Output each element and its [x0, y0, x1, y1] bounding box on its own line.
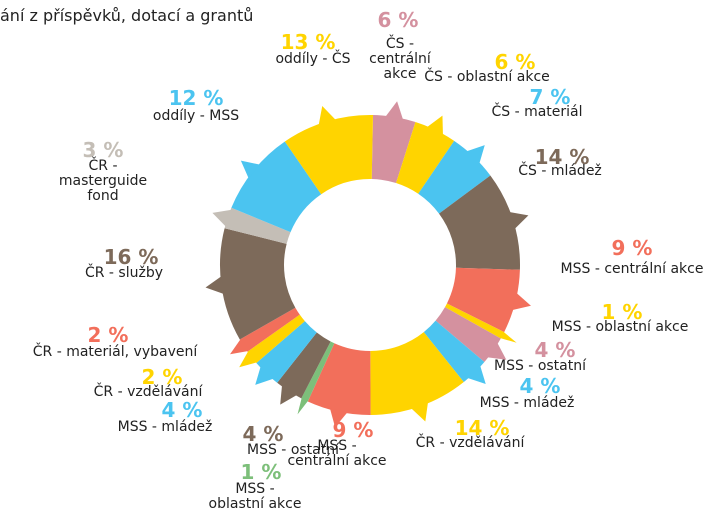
- value-label: 6 %: [494, 50, 536, 74]
- segment: [370, 332, 464, 415]
- category-label: MSS - oblastní akce: [551, 319, 689, 335]
- segment-arrow: [385, 101, 404, 120]
- value-label: 4 %: [534, 338, 576, 362]
- value-label: 4 %: [161, 398, 203, 422]
- category-label: ČR - vzdělávání: [415, 435, 525, 451]
- segment-arrow: [487, 342, 507, 360]
- segment: [396, 122, 455, 194]
- segment-arrow: [467, 365, 486, 385]
- category-label: ČR - vzdělávání: [93, 384, 203, 400]
- segment-arrow: [230, 338, 249, 355]
- value-label: 7 %: [529, 85, 571, 109]
- segment: [301, 341, 335, 402]
- segment: [220, 228, 296, 340]
- value-label: 13 %: [280, 30, 336, 54]
- segment: [418, 140, 491, 214]
- segment-arrow: [212, 209, 232, 227]
- value-label: 2 %: [141, 365, 183, 389]
- value-label: 14 %: [534, 145, 590, 169]
- value-label: 9 %: [611, 236, 653, 260]
- segment: [307, 343, 371, 415]
- segment: [435, 307, 501, 363]
- category-label: MSS - mládež: [479, 395, 575, 411]
- value-label: 4 %: [242, 422, 284, 446]
- category-label: ČS - oblastní akce: [424, 69, 550, 85]
- category-label: MSS - ostatní: [494, 358, 586, 374]
- value-label: 3 %: [82, 138, 124, 162]
- segment-arrow: [205, 276, 224, 294]
- category-label: ČS - materiál: [491, 104, 583, 120]
- chart-title: ání z příspěvků, dotací a grantů: [0, 6, 254, 25]
- category-label: MSS - oblastní akce: [208, 481, 302, 512]
- value-label: 2 %: [87, 323, 129, 347]
- segment: [423, 320, 485, 383]
- category-label: ČR - masterguide fond: [58, 158, 148, 204]
- segment-arrow: [240, 160, 260, 179]
- category-label: oddíly - ČS: [275, 51, 351, 67]
- segment-arrow: [499, 331, 517, 343]
- category-label: ČR - materiál, vybavení: [32, 344, 198, 360]
- segment: [444, 303, 505, 339]
- value-label: 6 %: [377, 8, 419, 32]
- category-label: MSS - mládež: [117, 419, 213, 435]
- segment-arrow: [411, 402, 428, 422]
- segment: [284, 115, 373, 195]
- category-label: oddíly - MSS: [152, 108, 240, 124]
- category-label: MSS - ostatní: [247, 442, 339, 458]
- value-label: 14 %: [454, 416, 510, 440]
- segment: [371, 115, 416, 184]
- segment-arrow: [329, 408, 348, 428]
- segment: [256, 321, 317, 383]
- segment: [224, 207, 291, 244]
- value-label: 4 %: [519, 374, 561, 398]
- segment: [446, 267, 520, 333]
- segment: [231, 141, 322, 233]
- value-label: 1 %: [601, 300, 643, 324]
- value-label: 12 %: [168, 86, 224, 110]
- segment-arrow: [239, 351, 258, 368]
- segment-arrow: [426, 115, 443, 136]
- segment: [247, 314, 305, 363]
- category-label: ČS - centrální akce: [369, 36, 431, 82]
- category-label: ČS - mládež: [518, 163, 602, 179]
- value-label: 9 %: [332, 418, 374, 442]
- value-label: 16 %: [103, 245, 159, 269]
- segment-arrow: [255, 366, 274, 385]
- segment: [439, 175, 520, 270]
- category-label: MSS - centrální akce: [560, 261, 704, 277]
- segment: [277, 332, 331, 399]
- segment-arrow: [509, 211, 529, 230]
- value-label: 1 %: [240, 460, 282, 484]
- segment-arrow: [466, 145, 485, 164]
- category-label: MSS - centrální akce: [287, 438, 387, 469]
- segment-arrow: [280, 385, 298, 405]
- segment-arrow: [318, 106, 336, 126]
- segment: [239, 307, 300, 352]
- segment-arrow: [297, 397, 309, 415]
- segment-arrow: [511, 292, 531, 311]
- category-label: ČR - služby: [84, 265, 164, 281]
